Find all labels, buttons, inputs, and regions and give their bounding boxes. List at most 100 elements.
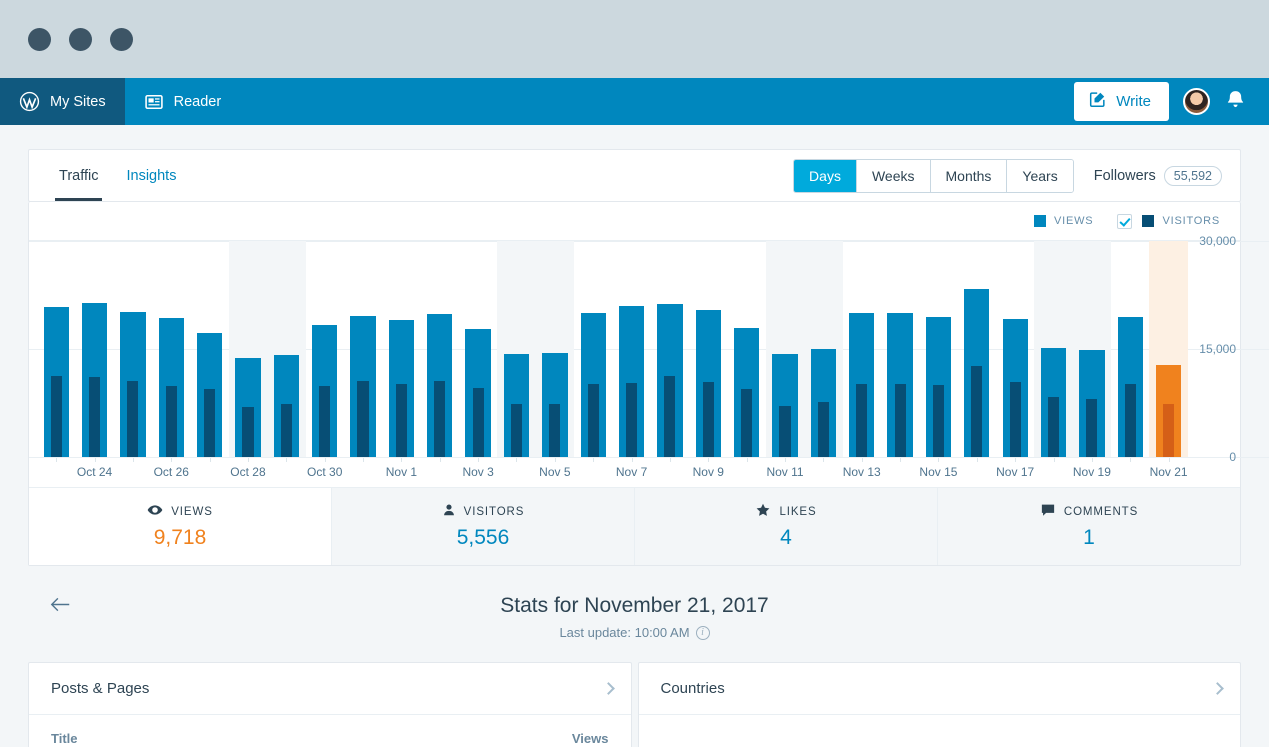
- chart-bar-nov-12[interactable]: [804, 241, 843, 457]
- chart-bar-oct-25[interactable]: [114, 241, 152, 457]
- x-axis-tick-label: Nov 19: [1073, 458, 1111, 487]
- visitors-bar: [1047, 397, 1060, 457]
- summary-tab-visitors[interactable]: VISITORS 5,556: [332, 488, 635, 565]
- views-bar: [733, 328, 760, 457]
- chart-bar-nov-3[interactable]: [459, 241, 497, 457]
- x-axis-tick-label: [421, 458, 459, 487]
- visitors-bar: [434, 381, 446, 457]
- followers-link[interactable]: Followers 55,592: [1094, 165, 1222, 186]
- views-bar: [810, 349, 837, 457]
- period-button-months[interactable]: Months: [930, 159, 1008, 192]
- chevron-right-icon[interactable]: [1211, 682, 1224, 695]
- followers-count-badge: 55,592: [1163, 165, 1222, 186]
- chart-bar-nov-10[interactable]: [727, 241, 765, 457]
- chart-bar-nov-6[interactable]: [574, 241, 612, 457]
- visitors-bar: [472, 387, 484, 457]
- gridline: [29, 457, 1269, 458]
- chart-plot-area: 0 15,000 30,000: [29, 234, 1269, 464]
- window-maximize-button[interactable]: [110, 27, 133, 51]
- views-bar: [43, 307, 69, 457]
- chart-bars: [37, 241, 1188, 457]
- chart-bar-oct-29[interactable]: [267, 241, 306, 457]
- period-button-weeks[interactable]: Weeks: [856, 159, 931, 192]
- legend-item-views[interactable]: VIEWS: [1034, 215, 1093, 227]
- visitors-bar: [664, 376, 676, 457]
- avatar[interactable]: [1183, 88, 1210, 115]
- chart-bar-oct-30[interactable]: [306, 241, 344, 457]
- masterbar-left-group: My Sites Reader: [0, 78, 240, 125]
- chart-bar-oct-23[interactable]: [37, 241, 75, 457]
- module-title-countries: Countries: [660, 680, 725, 697]
- views-bar: [81, 302, 108, 457]
- chart-bar-nov-9[interactable]: [689, 241, 727, 457]
- views-bar: [427, 313, 453, 457]
- chart-bar-nov-17[interactable]: [996, 241, 1034, 457]
- summary-label-views-group: VIEWS: [29, 502, 331, 521]
- summary-label-likes: LIKES: [779, 505, 817, 518]
- module-header-countries[interactable]: Countries: [638, 663, 1240, 715]
- visitors-bar: [856, 384, 868, 457]
- chart-bar-oct-27[interactable]: [190, 241, 228, 457]
- period-label-months: Months: [945, 167, 992, 184]
- views-bar: [964, 289, 990, 457]
- masterbar-item-my-sites[interactable]: My Sites: [0, 78, 125, 125]
- window-close-button[interactable]: [28, 27, 51, 51]
- chart-bar-nov-11[interactable]: [765, 241, 805, 457]
- info-icon[interactable]: i: [695, 625, 710, 640]
- y-axis-tick-label: 0: [1229, 450, 1236, 464]
- chart-bar-nov-19[interactable]: [1072, 241, 1112, 457]
- visitors-bar: [88, 377, 101, 457]
- visitors-bar: [50, 376, 62, 457]
- visitors-bar: [242, 407, 254, 457]
- x-axis-tick-label: Oct 28: [229, 458, 267, 487]
- chart-bar-oct-28[interactable]: [228, 241, 268, 457]
- visitors-bar: [395, 383, 407, 457]
- chart-bar-oct-26[interactable]: [152, 241, 190, 457]
- chart-bar-nov-15[interactable]: [919, 241, 957, 457]
- chart-bar-nov-14[interactable]: [881, 241, 919, 457]
- bell-icon[interactable]: [1224, 88, 1247, 116]
- chart-bar-nov-21[interactable]: [1149, 241, 1188, 457]
- chart-bar-oct-31[interactable]: [344, 241, 382, 457]
- period-button-years[interactable]: Years: [1007, 159, 1073, 192]
- arrow-left-icon[interactable]: [50, 596, 71, 617]
- chart-bar-nov-2[interactable]: [421, 241, 459, 457]
- module-header-posts-and-pages[interactable]: Posts & Pages: [29, 663, 631, 715]
- summary-value-visitors: 5,556: [456, 526, 510, 549]
- chart-bar-nov-18[interactable]: [1034, 241, 1073, 457]
- tab-insights[interactable]: Insights: [112, 150, 190, 201]
- summary-tab-views[interactable]: VIEWS 9,718: [29, 488, 332, 565]
- chart-bar-nov-4[interactable]: [497, 241, 536, 457]
- x-axis-tick-label: Oct 30: [306, 458, 344, 487]
- visitors-checkbox[interactable]: [1117, 213, 1133, 229]
- x-axis-tick-label: Nov 13: [843, 458, 881, 487]
- chart-bar-nov-8[interactable]: [651, 241, 689, 457]
- chevron-right-icon[interactable]: [601, 682, 615, 695]
- visitors-bar: [1163, 403, 1175, 457]
- write-button[interactable]: Write: [1074, 82, 1169, 121]
- chart-bar-nov-20[interactable]: [1111, 241, 1149, 457]
- summary-tab-likes[interactable]: LIKES 4: [635, 488, 938, 565]
- x-axis-tick-label: [804, 458, 842, 487]
- views-bar: [273, 354, 299, 457]
- tab-traffic[interactable]: Traffic: [45, 150, 112, 201]
- visitors-bar: [1086, 398, 1098, 457]
- period-button-days[interactable]: Days: [794, 159, 857, 192]
- chart-bar-nov-16[interactable]: [958, 241, 996, 457]
- legend-item-visitors[interactable]: VISITORS: [1117, 213, 1220, 229]
- chart-bar-nov-5[interactable]: [535, 241, 575, 457]
- visitors-bar: [932, 385, 944, 457]
- reader-icon: [144, 92, 164, 112]
- x-axis-tick-label: [497, 458, 535, 487]
- chart-bar-nov-1[interactable]: [382, 241, 420, 457]
- chart-bar-nov-7[interactable]: [612, 241, 650, 457]
- masterbar-item-reader[interactable]: Reader: [125, 78, 241, 125]
- chart-bar-oct-24[interactable]: [75, 241, 113, 457]
- chart-bar-nov-13[interactable]: [843, 241, 881, 457]
- x-axis-tick-label: [344, 458, 382, 487]
- masterbar-label-reader: Reader: [173, 93, 222, 110]
- window-minimize-button[interactable]: [69, 27, 92, 51]
- summary-tab-comments[interactable]: COMMENTS 1: [938, 488, 1240, 565]
- masterbar: My Sites Reader Wr: [0, 78, 1269, 125]
- x-axis-tick-label: Oct 24: [75, 458, 113, 487]
